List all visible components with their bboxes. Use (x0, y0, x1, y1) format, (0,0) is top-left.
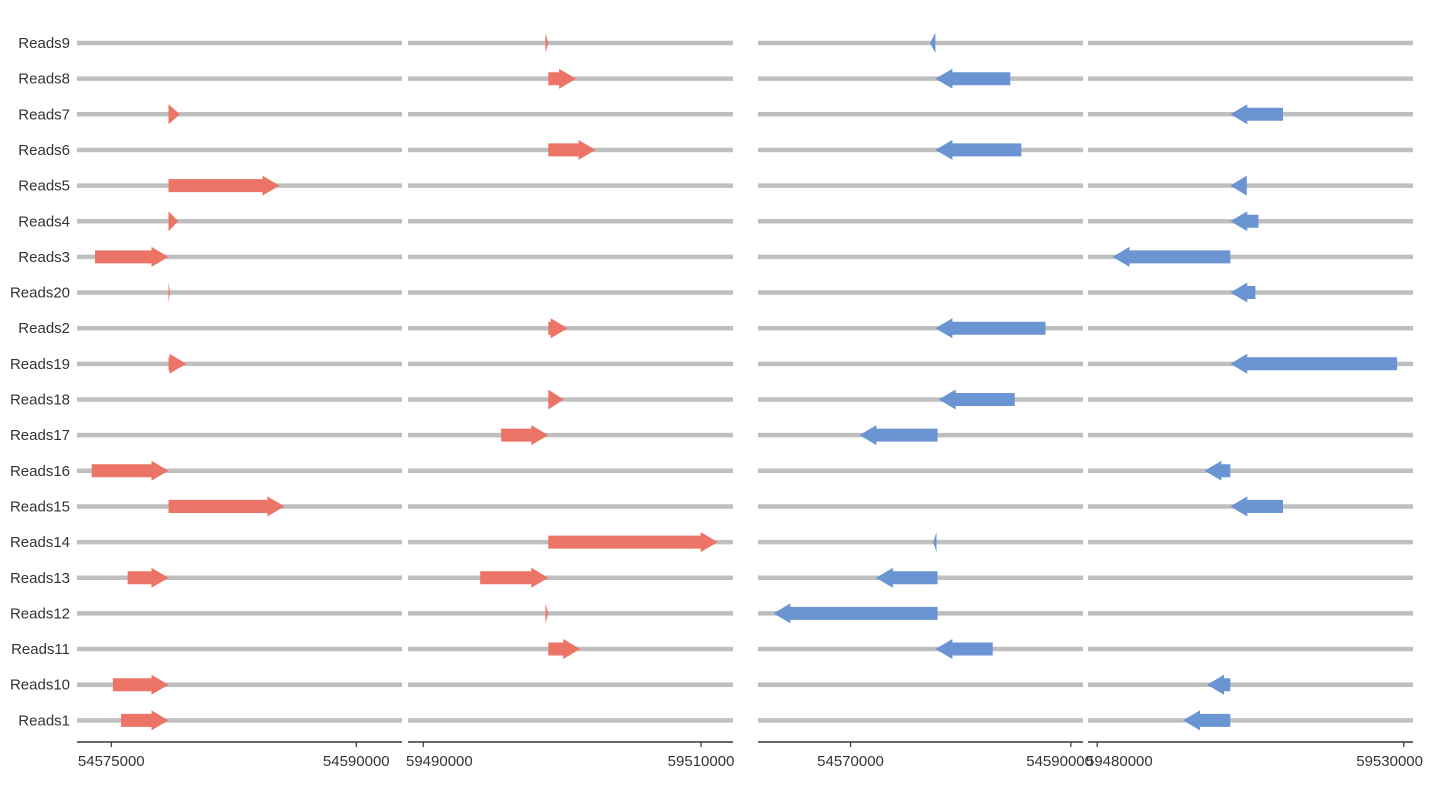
row-label: Reads11 (11, 641, 70, 658)
x-tick-label: 59530000 (1356, 753, 1423, 770)
read-arrow-reads7 (168, 104, 180, 125)
read-arrow-reads19 (168, 353, 187, 374)
read-arrow-reads9 (545, 33, 549, 53)
panel-1: 54575000 54590000 (77, 40, 402, 770)
row-label: Reads6 (18, 142, 70, 159)
read-arrow-reads12 (545, 603, 549, 624)
read-arrow-reads14 (933, 532, 937, 553)
read-arrow-reads17 (501, 425, 549, 446)
read-arrow-reads10 (1207, 674, 1231, 695)
row-label: Reads1 (18, 712, 70, 729)
row-label: Reads17 (10, 427, 70, 444)
read-arrow-reads15 (1230, 496, 1283, 517)
read-arrow-reads2 (935, 318, 1046, 339)
read-arrow-reads1 (121, 710, 169, 731)
row-label: Reads7 (18, 106, 70, 123)
x-tick-label: 59510000 (668, 753, 735, 770)
read-arrow-reads14 (548, 532, 718, 553)
row-label: Reads4 (18, 213, 70, 230)
x-tick-label: 59480000 (1086, 753, 1153, 770)
read-arrow-reads11 (548, 639, 581, 659)
row-label: Reads10 (10, 677, 70, 694)
row-labels: Reads9 Reads8 Reads7 Reads6 Reads5 Reads4 Read… (10, 35, 70, 729)
read-arrow-reads3 (1112, 246, 1231, 267)
x-tick-label: 59490000 (406, 753, 473, 770)
read-arrow-reads13 (480, 567, 549, 588)
read-arrow-reads9 (929, 33, 936, 53)
read-arrow-reads20 (1230, 282, 1256, 303)
read-arrow-reads3 (95, 246, 169, 267)
read-arrow-reads8 (935, 68, 1011, 89)
read-arrow-reads6 (935, 139, 1022, 160)
read-arrow-reads11 (935, 639, 993, 659)
read-arrow-reads17 (859, 425, 938, 446)
read-arrow-reads5 (168, 175, 280, 196)
read-arrow-reads13 (875, 567, 938, 588)
x-tick-label: 54570000 (817, 753, 884, 770)
row-label: Reads9 (18, 35, 70, 52)
row-label: Reads19 (10, 356, 70, 373)
panel-4: 59480000 59530000 (1086, 40, 1423, 770)
panels: 54575000 54590000 59490000 59510000 54570000… (77, 33, 1423, 770)
x-tick-label: 54590000 (323, 753, 390, 770)
read-arrow-reads5 (1230, 175, 1247, 196)
row-label: Reads15 (10, 498, 70, 515)
row-label: Reads12 (10, 605, 70, 622)
read-arrow-reads13 (127, 567, 169, 588)
x-tick-label: 54575000 (78, 753, 145, 770)
read-arrow-reads4 (1230, 211, 1259, 232)
row-label: Reads5 (18, 178, 70, 195)
panel-3: 54570000 54590000 (758, 33, 1093, 770)
read-arrow-reads10 (112, 674, 169, 695)
row-label: Reads14 (10, 534, 70, 551)
read-arrow-reads16 (91, 460, 169, 481)
panel-2: 59490000 59510000 (406, 33, 734, 770)
read-arrow-reads20 (168, 282, 171, 303)
read-arrow-reads2 (548, 318, 568, 339)
read-arrow-reads19 (1230, 353, 1398, 374)
row-label: Reads2 (18, 320, 70, 337)
read-arrow-reads6 (548, 139, 596, 160)
read-arrow-reads18 (938, 389, 1015, 410)
read-arrow-reads7 (1230, 104, 1283, 125)
row-label: Reads13 (10, 570, 70, 587)
x-tick-label: 54590000 (1026, 753, 1093, 770)
read-arrow-reads16 (1204, 460, 1231, 481)
row-label: Reads16 (10, 463, 70, 480)
row-label: Reads3 (18, 249, 70, 266)
read-arrow-reads12 (773, 603, 938, 624)
read-arrow-reads4 (168, 211, 179, 232)
read-arrow-reads15 (168, 496, 285, 517)
row-label: Reads20 (10, 285, 70, 302)
row-label: Reads18 (10, 392, 70, 409)
read-arrow-reads1 (1183, 710, 1231, 731)
row-label: Reads8 (18, 71, 70, 88)
read-arrow-reads8 (548, 68, 577, 89)
read-arrow-reads18 (548, 389, 564, 410)
